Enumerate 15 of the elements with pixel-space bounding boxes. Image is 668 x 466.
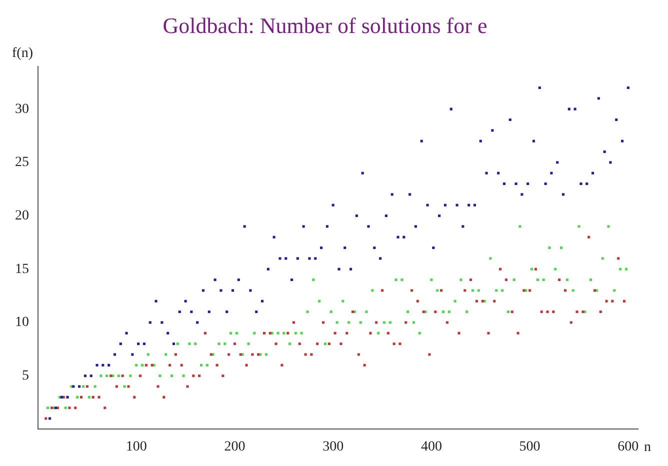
x-tick-label: 600	[618, 439, 639, 454]
y-tick-label: 10	[15, 315, 29, 330]
y-tick-label: 30	[15, 102, 29, 117]
x-tick-label: 200	[224, 439, 246, 454]
x-tick-label: 300	[322, 439, 344, 454]
x-tick-label: 100	[126, 439, 147, 454]
chart-title: Goldbach: Number of solutions for e	[162, 12, 488, 38]
x-tick-label: 500	[519, 439, 540, 454]
y-tick-label: 5	[22, 368, 29, 384]
y-tick-label: 20	[15, 208, 29, 224]
x-tick-label: 400	[420, 439, 442, 454]
y-tick-label: 15	[15, 262, 29, 277]
y-tick-label: 25	[15, 155, 29, 170]
x-axis-title: n	[644, 440, 651, 455]
y-axis-title: f(n)	[12, 46, 34, 62]
